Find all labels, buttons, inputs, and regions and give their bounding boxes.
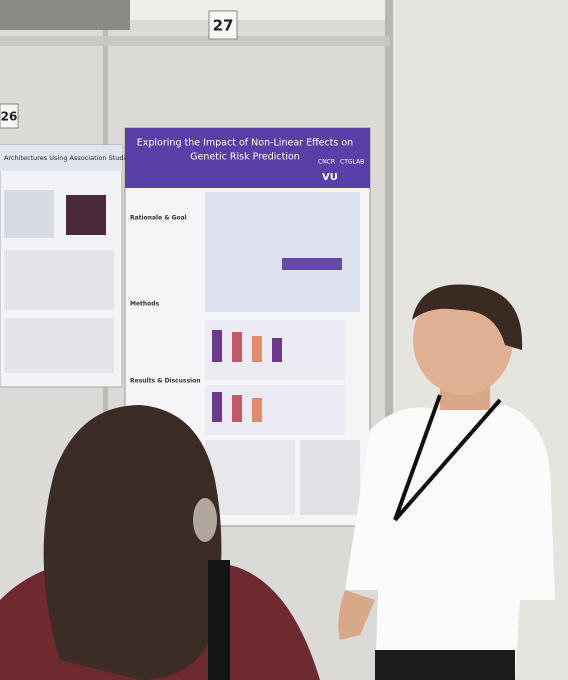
figure: [272, 338, 282, 362]
poster-title: Genetic Risk Prediction: [190, 152, 300, 163]
ceiling: [0, 0, 130, 30]
figure: [4, 318, 114, 373]
poster-header: [125, 128, 370, 188]
figure: [232, 395, 242, 422]
figure: [232, 332, 242, 362]
trousers: [375, 650, 515, 680]
poster-title: Exploring the Impact of Non-Linear Effec…: [137, 138, 353, 149]
section-heading: Results & Discussion: [130, 378, 200, 385]
hand: [338, 590, 375, 640]
booth-sign: [0, 103, 19, 129]
text-block: [300, 440, 360, 515]
figure: [205, 385, 345, 435]
panel-top: [0, 36, 390, 46]
booth-sign: [208, 10, 238, 40]
ceiling-light: [130, 0, 390, 20]
figure: [205, 192, 360, 312]
figure: [205, 440, 295, 515]
section-heading: Rationale & Goal: [130, 215, 187, 222]
figure: [282, 258, 342, 270]
logo: CNCR: [318, 159, 335, 166]
left-poster-title: Architectures Using Association Studies: [4, 154, 133, 162]
figure: [4, 250, 114, 310]
panel-frame: [385, 0, 393, 680]
figure: [212, 392, 222, 422]
logo: CTGLAB: [340, 159, 364, 166]
bag-strap: [208, 560, 230, 680]
logo: VU: [322, 172, 338, 183]
white-shirt: [345, 405, 555, 680]
left-poster-header: [0, 145, 122, 171]
figure: [66, 195, 106, 235]
glass: [193, 498, 217, 542]
hair: [412, 284, 523, 350]
booth-number: 27: [213, 17, 234, 35]
figure: [252, 336, 262, 362]
figure: [252, 398, 262, 422]
section-heading: Methods: [130, 301, 160, 308]
booth-number: 26: [1, 110, 18, 124]
lanyard: [393, 394, 502, 522]
figure: [4, 190, 54, 238]
hair: [43, 405, 222, 680]
figure: [212, 330, 222, 362]
